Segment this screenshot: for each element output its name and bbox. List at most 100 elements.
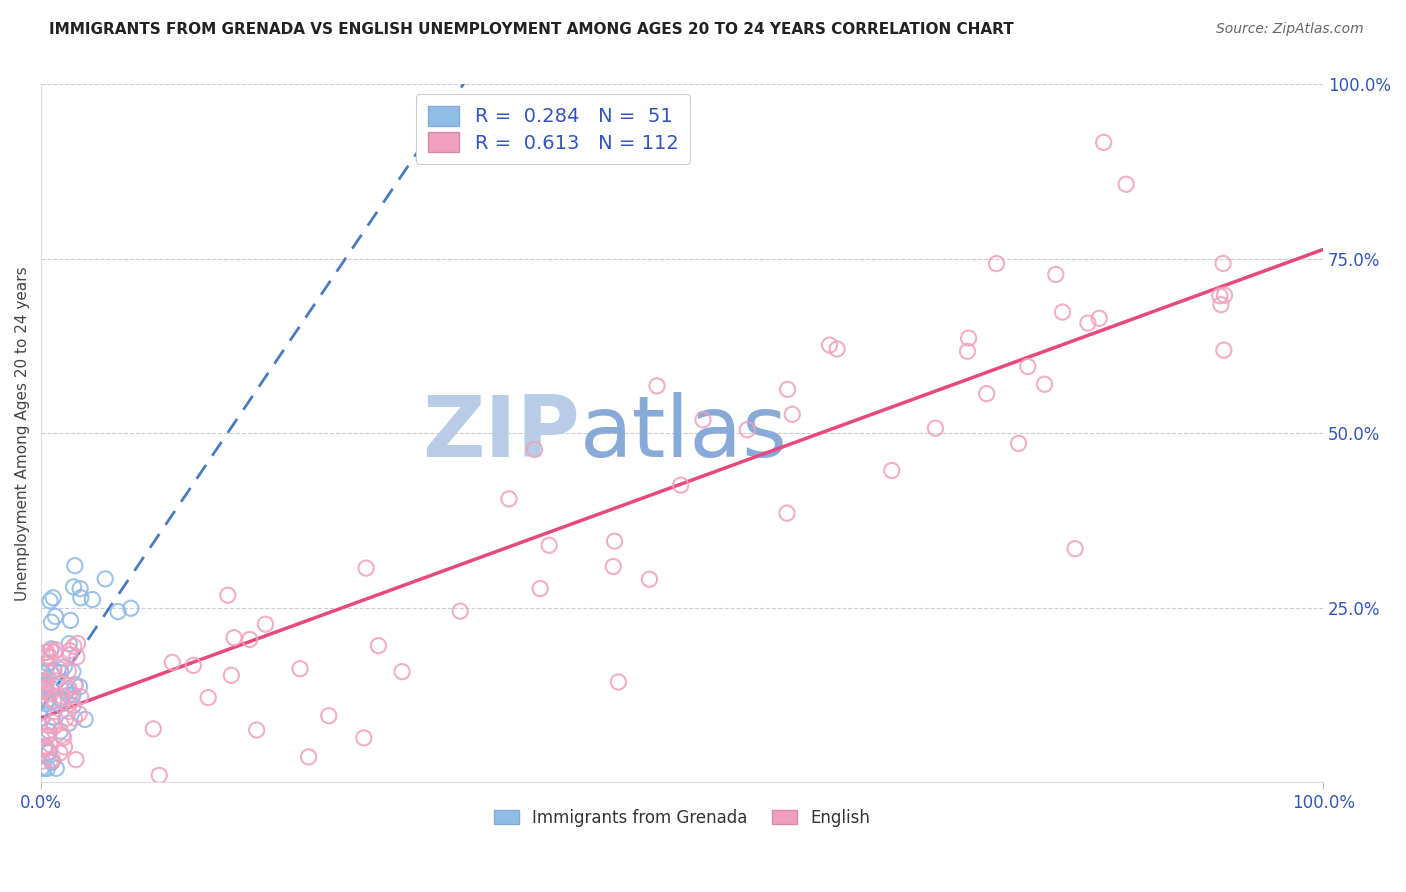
Point bbox=[63, 678, 86, 692]
Point bbox=[31, 665, 53, 679]
Point bbox=[49, 724, 72, 739]
Point bbox=[58, 637, 80, 651]
Point bbox=[197, 690, 219, 705]
Point bbox=[976, 386, 998, 401]
Point bbox=[82, 592, 104, 607]
Point bbox=[776, 506, 799, 520]
Point bbox=[35, 739, 58, 754]
Point bbox=[737, 423, 759, 437]
Point bbox=[53, 739, 76, 754]
Point bbox=[288, 662, 311, 676]
Point bbox=[45, 761, 67, 775]
Point bbox=[67, 706, 90, 721]
Point bbox=[62, 580, 84, 594]
Point bbox=[1077, 316, 1099, 330]
Point bbox=[62, 639, 84, 653]
Point bbox=[38, 687, 60, 701]
Point bbox=[31, 754, 53, 768]
Point bbox=[538, 538, 561, 552]
Point bbox=[956, 344, 979, 359]
Point bbox=[354, 561, 377, 575]
Point bbox=[62, 698, 84, 713]
Point bbox=[51, 693, 73, 707]
Point bbox=[37, 718, 59, 732]
Y-axis label: Unemployment Among Ages 20 to 24 years: Unemployment Among Ages 20 to 24 years bbox=[15, 266, 30, 600]
Point bbox=[41, 715, 63, 730]
Point bbox=[1212, 256, 1234, 270]
Point bbox=[1064, 541, 1087, 556]
Point bbox=[776, 383, 799, 397]
Point bbox=[51, 690, 73, 704]
Point bbox=[638, 572, 661, 586]
Point bbox=[30, 674, 52, 689]
Point bbox=[58, 681, 80, 696]
Point bbox=[1209, 289, 1232, 303]
Point bbox=[41, 756, 63, 770]
Point bbox=[51, 728, 73, 742]
Point bbox=[44, 719, 66, 733]
Point bbox=[63, 679, 86, 693]
Point bbox=[41, 641, 63, 656]
Point bbox=[246, 723, 269, 737]
Point bbox=[254, 617, 277, 632]
Point bbox=[1045, 268, 1067, 282]
Point bbox=[34, 684, 56, 698]
Point bbox=[52, 731, 75, 745]
Point bbox=[297, 750, 319, 764]
Point bbox=[669, 478, 692, 492]
Text: IMMIGRANTS FROM GRENADA VS ENGLISH UNEMPLOYMENT AMONG AGES 20 TO 24 YEARS CORREL: IMMIGRANTS FROM GRENADA VS ENGLISH UNEMP… bbox=[49, 22, 1014, 37]
Point bbox=[1092, 136, 1115, 150]
Point bbox=[37, 761, 59, 775]
Point bbox=[35, 730, 58, 744]
Point bbox=[69, 582, 91, 596]
Point bbox=[35, 677, 58, 691]
Text: ZIP: ZIP bbox=[422, 392, 579, 475]
Point bbox=[45, 642, 67, 657]
Point bbox=[818, 338, 841, 352]
Point bbox=[31, 711, 53, 725]
Point bbox=[49, 746, 72, 760]
Point bbox=[53, 660, 76, 674]
Point bbox=[1052, 305, 1074, 319]
Point bbox=[1115, 178, 1137, 192]
Point bbox=[55, 684, 77, 698]
Point bbox=[59, 644, 82, 658]
Point bbox=[32, 682, 55, 697]
Point bbox=[32, 705, 55, 719]
Point bbox=[45, 673, 67, 688]
Point bbox=[62, 665, 84, 679]
Point bbox=[498, 491, 520, 506]
Point bbox=[59, 648, 82, 662]
Point bbox=[239, 632, 262, 647]
Point bbox=[37, 648, 59, 663]
Point bbox=[607, 675, 630, 690]
Point bbox=[1213, 288, 1236, 302]
Point bbox=[957, 331, 980, 345]
Point bbox=[880, 463, 903, 477]
Point bbox=[523, 442, 546, 457]
Point bbox=[30, 683, 52, 698]
Point bbox=[35, 696, 58, 710]
Point bbox=[69, 680, 91, 694]
Point bbox=[65, 753, 87, 767]
Point bbox=[39, 738, 62, 752]
Point bbox=[449, 604, 471, 618]
Point bbox=[35, 675, 58, 690]
Point bbox=[52, 695, 75, 709]
Point bbox=[38, 692, 60, 706]
Point bbox=[32, 761, 55, 775]
Point bbox=[148, 768, 170, 782]
Point bbox=[41, 666, 63, 681]
Point bbox=[56, 681, 79, 696]
Point bbox=[34, 679, 56, 693]
Point bbox=[34, 739, 56, 754]
Point bbox=[1209, 298, 1232, 312]
Point bbox=[603, 534, 626, 549]
Point bbox=[602, 559, 624, 574]
Point bbox=[353, 731, 375, 745]
Point bbox=[75, 713, 97, 727]
Point bbox=[107, 605, 129, 619]
Point bbox=[120, 601, 142, 615]
Point bbox=[142, 722, 165, 736]
Point bbox=[221, 668, 243, 682]
